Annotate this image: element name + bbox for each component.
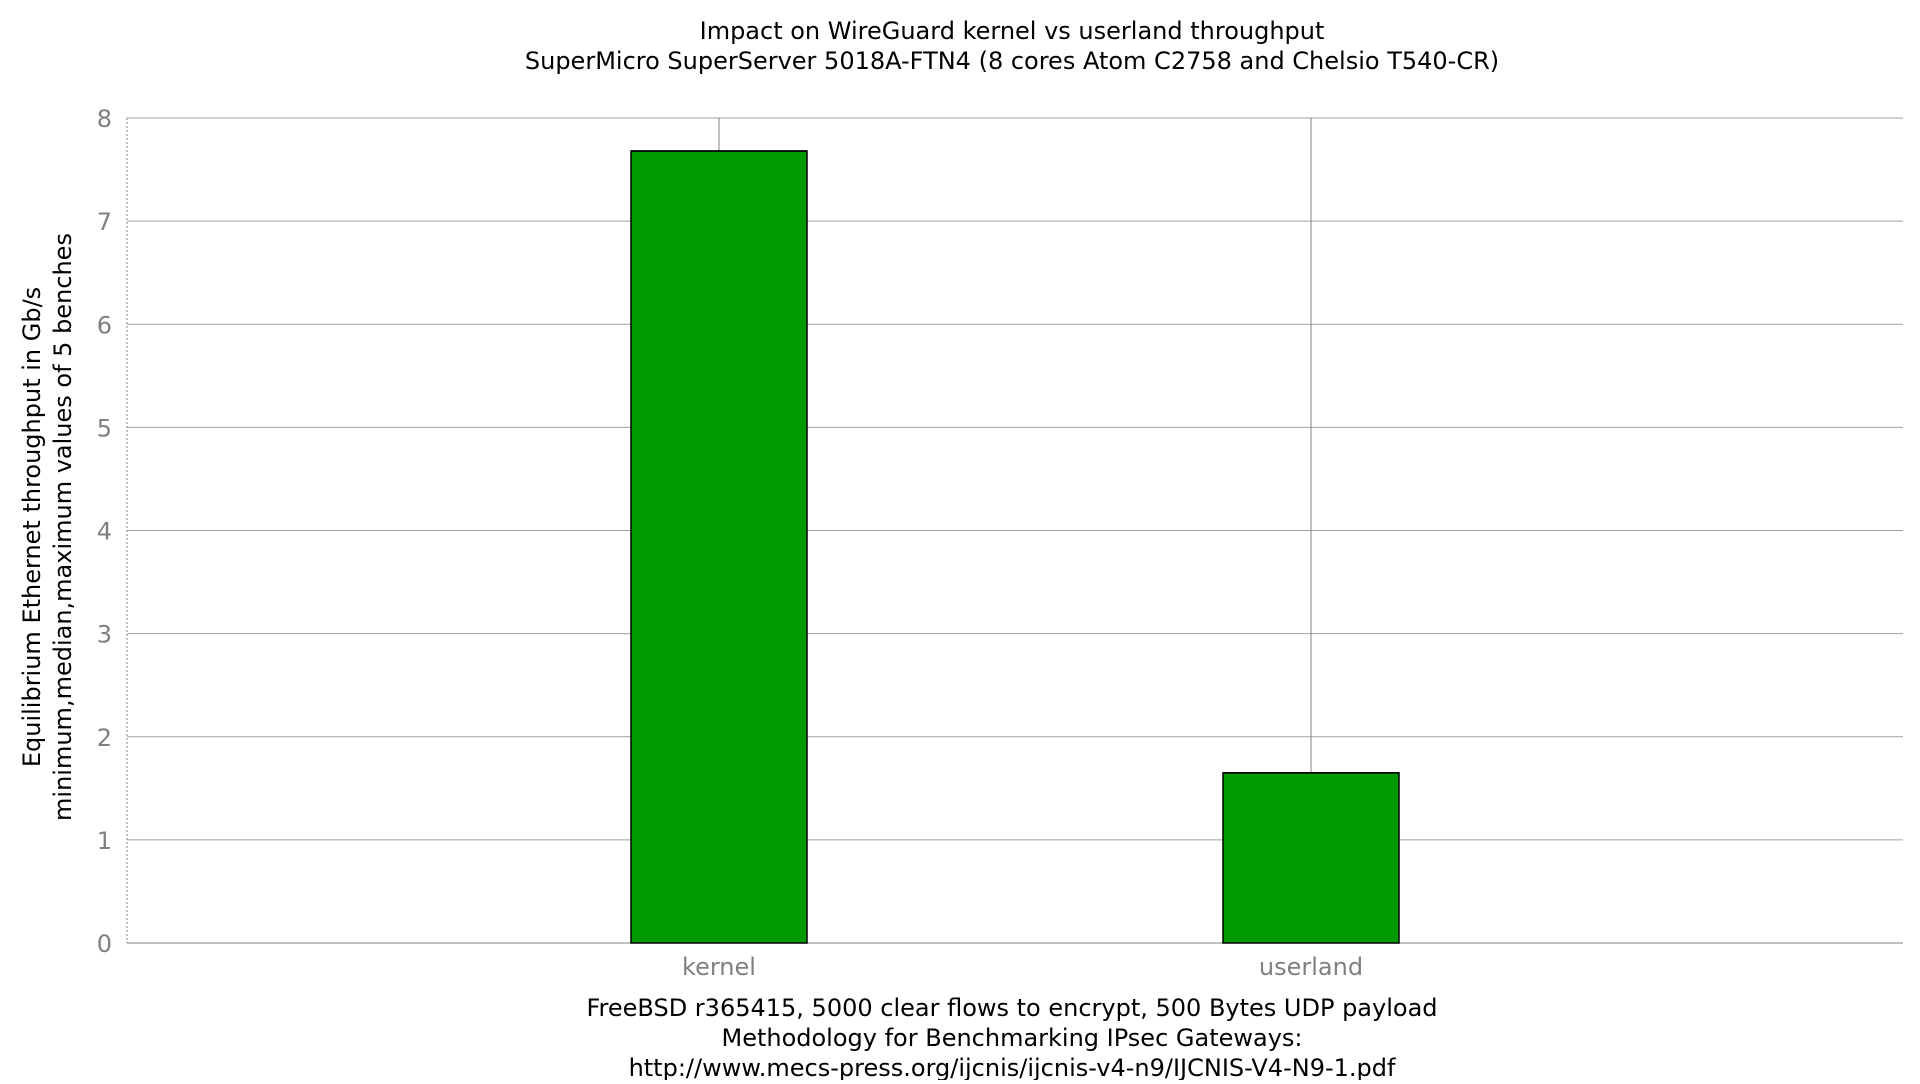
y-axis-label: Equilibrium Ethernet throughput in Gb/s xyxy=(18,287,46,767)
x-axis-label-methodology: Methodology for Benchmarking IPsec Gatew… xyxy=(721,1024,1302,1052)
bar-kernel xyxy=(630,150,808,944)
y-tick-label: 3 xyxy=(97,621,112,649)
y-tick-label: 0 xyxy=(97,930,112,958)
y-tick-label: 1 xyxy=(97,827,112,855)
y-tick-label: 2 xyxy=(97,724,112,752)
y-tick-label: 5 xyxy=(97,414,112,442)
x-axis-label: FreeBSD r365415, 5000 clear flows to enc… xyxy=(586,994,1437,1022)
y-tick-label: 6 xyxy=(97,311,112,339)
chart-subtitle: SuperMicro SuperServer 5018A-FTN4 (8 cor… xyxy=(525,47,1499,75)
y-tick-label: 7 xyxy=(97,208,112,236)
x-tick-label: userland xyxy=(1259,953,1363,981)
y-tick-label: 4 xyxy=(97,518,112,546)
plot-area: 0 1 2 3 4 5 6 7 8 kernel userland xyxy=(97,105,1903,981)
y-tick-label: 8 xyxy=(97,105,112,133)
x-tick-label: kernel xyxy=(682,953,756,981)
y-axis-label-secondary: minimum,median,maximum values of 5 bench… xyxy=(49,233,77,821)
bar-userland xyxy=(1222,772,1400,944)
chart-title: Impact on WireGuard kernel vs userland t… xyxy=(700,17,1325,45)
x-axis-label-url: http://www.mecs-press.org/ijcnis/ijcnis-… xyxy=(629,1054,1396,1080)
